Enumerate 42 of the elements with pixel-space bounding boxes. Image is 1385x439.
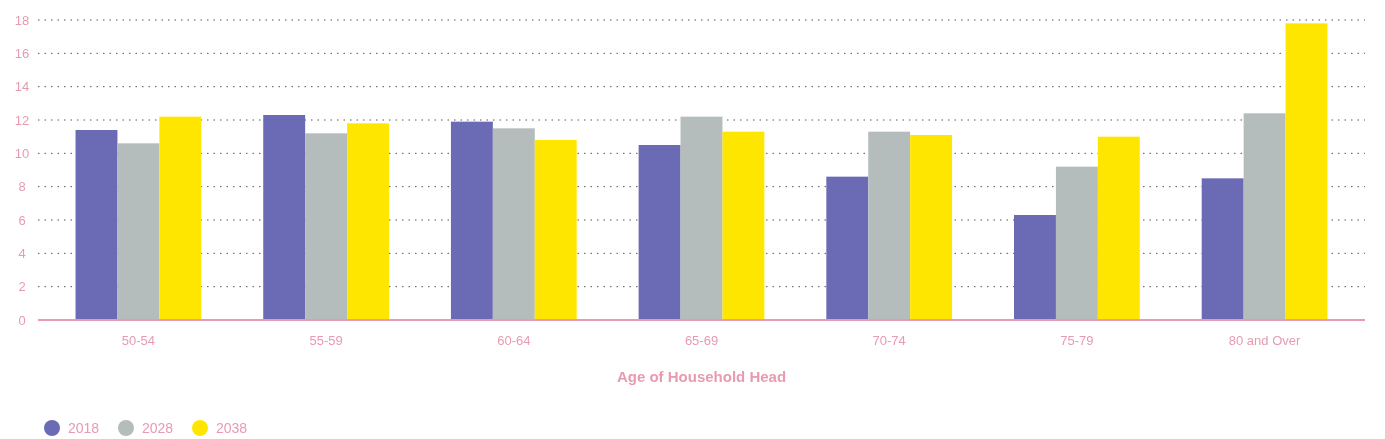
legend-label: 2038: [216, 419, 248, 436]
bar: [1243, 113, 1286, 320]
bar: [450, 121, 493, 320]
x-tick-label: 75-79: [1060, 333, 1094, 348]
x-tick-label: 65-69: [684, 333, 719, 348]
bar: [910, 135, 953, 320]
bar: [638, 145, 681, 320]
x-tick-label: 60-64: [497, 333, 531, 348]
y-tick-label: 2: [18, 279, 26, 295]
bar: [680, 116, 723, 320]
bar: [492, 128, 535, 320]
y-tick-label: 4: [18, 245, 26, 261]
bar: [263, 115, 306, 320]
bar: [75, 130, 118, 320]
bar: [1097, 136, 1140, 320]
bar: [347, 123, 389, 320]
legend-label: 2018: [68, 419, 100, 436]
bar: [1055, 166, 1098, 320]
y-tick-label: 8: [18, 179, 26, 195]
x-tick-label: 50-54: [121, 333, 156, 348]
bar: [534, 140, 577, 320]
x-tick-label: 80 and Over: [1228, 333, 1302, 348]
y-tick-label: 18: [14, 12, 30, 28]
legend-label: 2028: [142, 419, 174, 436]
bar: [1201, 178, 1244, 320]
bar: [868, 131, 911, 320]
y-tick-label: 10: [14, 145, 30, 161]
bar: [826, 176, 869, 320]
x-tick-label: 55-59: [309, 333, 343, 348]
bar: [305, 133, 348, 320]
bar: [117, 143, 160, 320]
bar: [722, 131, 765, 320]
bar: [1014, 215, 1056, 320]
bar: [159, 116, 202, 320]
y-tick-label: 12: [14, 112, 30, 128]
y-tick-label: 16: [14, 45, 30, 61]
y-tick-label: 6: [18, 212, 26, 228]
x-tick-label: 70-74: [872, 333, 906, 348]
y-tick-label: 0: [18, 312, 26, 328]
bar: [1285, 23, 1328, 320]
y-tick-label: 14: [14, 79, 30, 95]
x-axis-title: Age of Household Head: [616, 368, 787, 385]
